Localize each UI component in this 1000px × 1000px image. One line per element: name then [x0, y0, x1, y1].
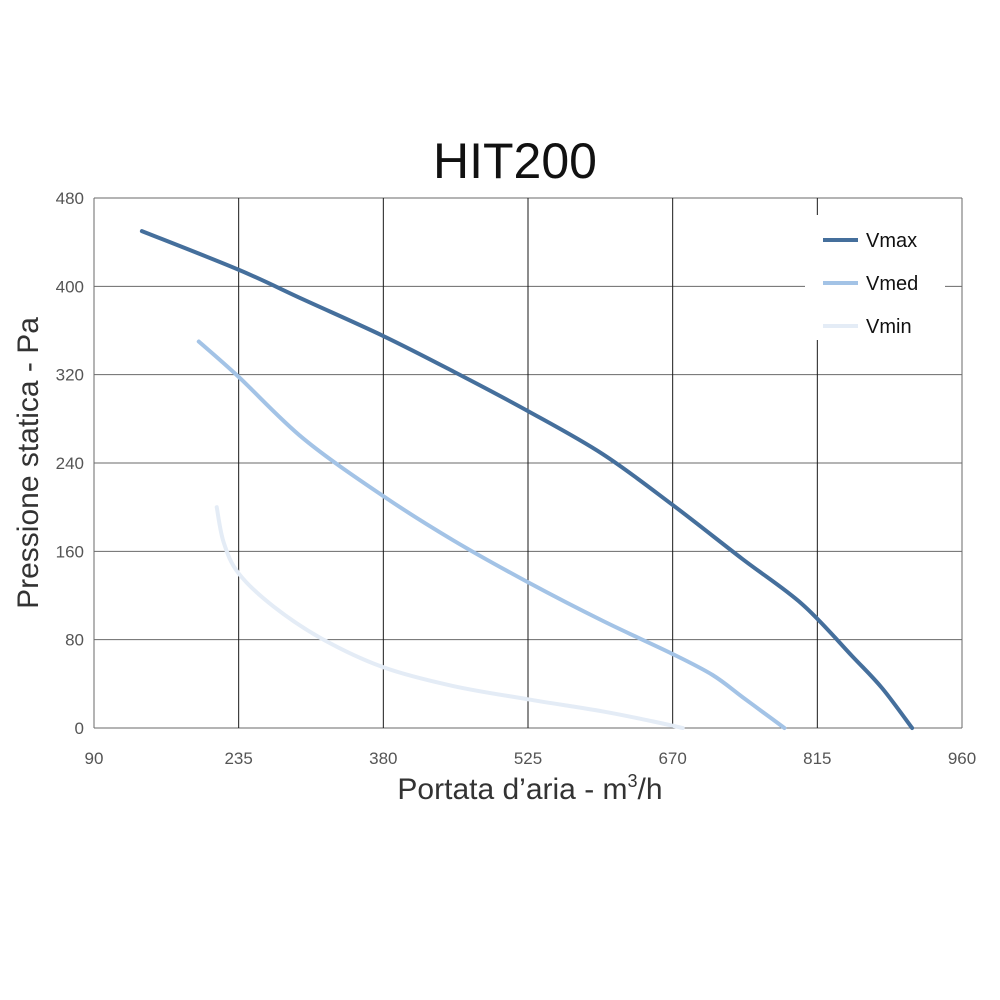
x-tick-label: 670	[658, 749, 686, 768]
legend-label-vmin: Vmin	[866, 316, 912, 338]
x-tick-label: 90	[85, 749, 104, 768]
legend-background	[805, 215, 945, 340]
series-line-vmed	[196, 339, 787, 730]
y-tick-label: 320	[56, 366, 84, 385]
x-tick-label: 235	[224, 749, 252, 768]
chart-title: HIT200	[433, 133, 597, 189]
legend-label-vmax: Vmax	[866, 230, 917, 252]
y-tick-label: 240	[56, 454, 84, 473]
x-tick-label: 960	[948, 749, 976, 768]
y-tick-label: 80	[65, 631, 84, 650]
series-layer	[139, 229, 915, 730]
y-axis-ticks: 0 80 160 240 320 400 480	[56, 189, 84, 738]
series-line-vmin	[214, 505, 685, 730]
legend: Vmax Vmed Vmin	[805, 215, 945, 340]
series-line-vmax	[139, 229, 915, 730]
x-axis-label-superscript: 3	[628, 771, 638, 791]
x-axis-label: Portata d’aria - m3/h	[397, 771, 662, 806]
y-axis-label: Pressione statica - Pa	[12, 317, 45, 609]
grid	[93, 197, 963, 729]
x-axis-label-main: Portata d’aria - m	[397, 773, 627, 806]
x-tick-label: 525	[514, 749, 542, 768]
x-tick-label: 380	[369, 749, 397, 768]
x-axis-label-suffix: /h	[638, 773, 663, 806]
x-axis-ticks: 90 235 380 525 670 815 960	[85, 749, 977, 768]
y-tick-label: 160	[56, 542, 84, 561]
y-tick-label: 0	[75, 719, 84, 738]
y-tick-label: 480	[56, 189, 84, 208]
x-tick-label: 815	[803, 749, 831, 768]
legend-label-vmed: Vmed	[866, 273, 918, 295]
y-tick-label: 400	[56, 277, 84, 296]
